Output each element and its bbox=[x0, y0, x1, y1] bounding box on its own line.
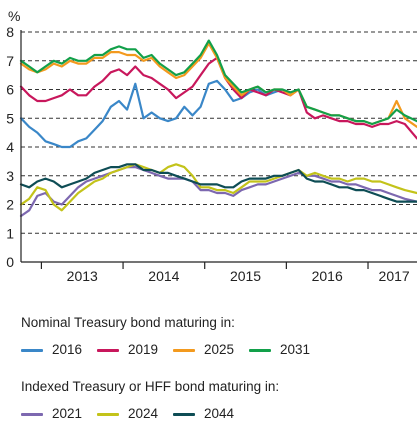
legend-label: 2024 bbox=[128, 406, 159, 421]
y-tick-label: 3 bbox=[6, 168, 14, 184]
legend-label: 2019 bbox=[128, 342, 159, 357]
legend-swatch bbox=[21, 413, 43, 416]
y-tick-label: 1 bbox=[6, 225, 14, 241]
legend-title-nominal: Nominal Treasury bond maturing in: bbox=[21, 315, 235, 330]
x-tick-label: 2017 bbox=[379, 268, 410, 284]
legend-swatch bbox=[21, 349, 43, 352]
series-line-2021-indexed bbox=[19, 166, 417, 218]
y-tick-label: 8 bbox=[6, 24, 14, 40]
series-line-2024-indexed bbox=[19, 163, 417, 212]
legend-label: 2021 bbox=[52, 406, 83, 421]
series-line-2031-nominal bbox=[19, 39, 417, 126]
legend-label: 2016 bbox=[52, 342, 83, 357]
series-lines bbox=[19, 39, 417, 218]
x-tick-label: 2014 bbox=[148, 268, 179, 284]
legend-label: 2031 bbox=[280, 342, 311, 357]
legend-swatch bbox=[97, 413, 119, 416]
legend-label: 2025 bbox=[204, 342, 235, 357]
series-line-2025-nominal bbox=[19, 42, 417, 129]
y-tick-label: 2 bbox=[6, 197, 14, 213]
legend-swatch bbox=[97, 349, 119, 352]
legend-swatch bbox=[173, 413, 195, 416]
y-tick-label: 4 bbox=[6, 139, 14, 155]
series-line-2019-nominal bbox=[19, 56, 417, 140]
axes: 0 1 2 3 4 5 6 7 8 2013 2014 2015 2016 2017 bbox=[6, 24, 417, 284]
legend-label: 2044 bbox=[204, 406, 235, 421]
series-line-2016-nominal bbox=[19, 79, 292, 149]
y-tick-label: 6 bbox=[6, 82, 14, 98]
line-chart: 0 1 2 3 4 5 6 7 8 2013 2014 2015 2016 2017 % bbox=[6, 8, 417, 284]
x-tick-label: 2013 bbox=[67, 268, 98, 284]
y-unit-label: % bbox=[8, 8, 20, 24]
x-tick-label: 2015 bbox=[230, 268, 261, 284]
y-tick-label: 0 bbox=[6, 254, 14, 270]
y-tick-label: 5 bbox=[6, 110, 14, 126]
legend-title-indexed: Indexed Treasury or HFF bond maturing in… bbox=[21, 379, 280, 394]
x-tick-label: 2016 bbox=[312, 268, 343, 284]
y-tick-label: 7 bbox=[6, 53, 14, 69]
legend-swatch bbox=[173, 349, 195, 352]
legend-swatch bbox=[249, 349, 271, 352]
series-line-2044-indexed bbox=[19, 163, 417, 203]
